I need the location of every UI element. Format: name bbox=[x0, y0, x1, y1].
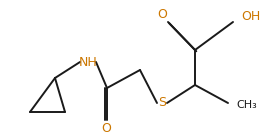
Text: O: O bbox=[157, 8, 167, 22]
Text: OH: OH bbox=[241, 11, 260, 24]
Text: O: O bbox=[101, 122, 111, 135]
Text: NH: NH bbox=[79, 55, 97, 68]
Text: CH₃: CH₃ bbox=[236, 100, 257, 110]
Text: S: S bbox=[158, 96, 166, 109]
